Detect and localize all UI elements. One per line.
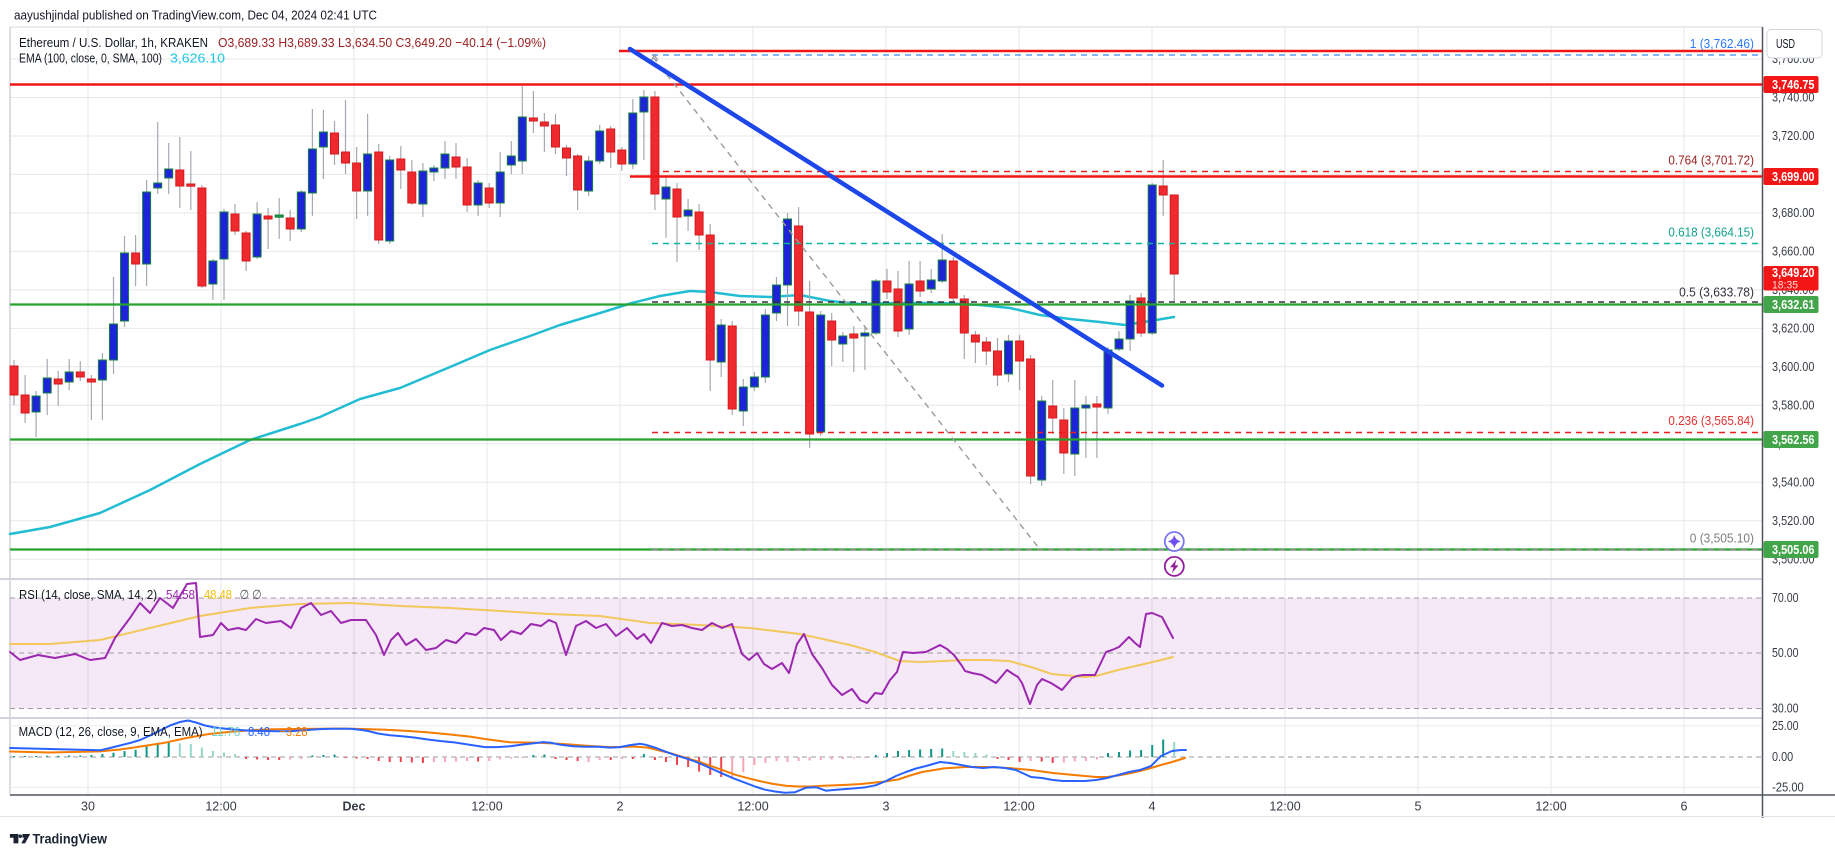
svg-text:3,540.00: 3,540.00	[1772, 476, 1814, 490]
svg-text:3,740.00: 3,740.00	[1772, 91, 1814, 105]
svg-text:0.236 (3,565.84): 0.236 (3,565.84)	[1668, 414, 1754, 428]
svg-text:0.618 (3,664.15): 0.618 (3,664.15)	[1668, 226, 1754, 240]
svg-text:aayushjindal published on Trad: aayushjindal published on TradingView.co…	[14, 8, 377, 23]
svg-text:∅ ∅: ∅ ∅	[240, 587, 262, 602]
svg-text:70.00: 70.00	[1772, 591, 1799, 605]
svg-text:3,505.06: 3,505.06	[1772, 543, 1815, 557]
svg-text:6: 6	[1681, 800, 1688, 814]
svg-text:3,720.00: 3,720.00	[1772, 129, 1814, 143]
svg-text:EMA (100, close, 0, SMA, 100): EMA (100, close, 0, SMA, 100)	[19, 51, 162, 66]
svg-text:Ethereum / U.S. Dollar, 1h, KR: Ethereum / U.S. Dollar, 1h, KRAKEN	[19, 35, 208, 50]
svg-text:3,649.20: 3,649.20	[1772, 266, 1815, 280]
svg-text:3,632.61: 3,632.61	[1772, 298, 1815, 312]
svg-text:1 (3,762.46): 1 (3,762.46)	[1690, 37, 1754, 51]
svg-text:4: 4	[1149, 800, 1156, 814]
svg-text:3,626.10: 3,626.10	[170, 51, 225, 66]
svg-text:0 (3,505.10): 0 (3,505.10)	[1690, 532, 1754, 546]
svg-text:12:00: 12:00	[471, 800, 502, 814]
svg-text:30.00: 30.00	[1772, 702, 1799, 716]
svg-text:5: 5	[1415, 800, 1422, 814]
svg-text:3,680.00: 3,680.00	[1772, 206, 1814, 220]
svg-text:54.58: 54.58	[166, 587, 195, 602]
svg-text:3,699.00: 3,699.00	[1772, 170, 1815, 184]
svg-text:48.48: 48.48	[204, 587, 232, 602]
svg-text:0.00: 0.00	[1772, 750, 1793, 764]
svg-text:RSI (14, close, SMA, 14, 2): RSI (14, close, SMA, 14, 2)	[19, 587, 157, 602]
svg-text:25.00: 25.00	[1772, 719, 1799, 733]
svg-text:Dec: Dec	[343, 800, 366, 814]
svg-text:8.48: 8.48	[248, 724, 270, 739]
svg-text:−3.28: −3.28	[280, 724, 308, 739]
svg-text:12:00: 12:00	[205, 800, 236, 814]
svg-text:3,600.00: 3,600.00	[1772, 360, 1814, 374]
svg-text:12:00: 12:00	[1535, 800, 1566, 814]
svg-text:50.00: 50.00	[1772, 646, 1799, 660]
svg-text:MACD (12, 26, close, 9, EMA, E: MACD (12, 26, close, 9, EMA, EMA)	[19, 724, 203, 739]
svg-text:0.764 (3,701.72): 0.764 (3,701.72)	[1668, 154, 1754, 168]
svg-text:TradingView: TradingView	[33, 832, 108, 847]
svg-text:18:35: 18:35	[1772, 280, 1798, 292]
svg-text:12:00: 12:00	[1269, 800, 1300, 814]
svg-text:2: 2	[617, 800, 624, 814]
svg-text:3,620.00: 3,620.00	[1772, 322, 1814, 336]
svg-text:12:00: 12:00	[1003, 800, 1034, 814]
svg-text:3,520.00: 3,520.00	[1772, 514, 1814, 528]
svg-text:3,660.00: 3,660.00	[1772, 245, 1814, 259]
svg-text:-25.00: -25.00	[1772, 781, 1804, 795]
svg-text:3: 3	[883, 800, 890, 814]
svg-text:30: 30	[81, 800, 95, 814]
svg-text:3,746.75: 3,746.75	[1772, 78, 1815, 92]
svg-text:O3,689.33 H3,689.33 L3,634.50: O3,689.33 H3,689.33 L3,634.50 C3,649.20 …	[218, 35, 546, 50]
svg-text:12:00: 12:00	[737, 800, 768, 814]
svg-text:USD: USD	[1776, 37, 1795, 51]
svg-text:3,562.56: 3,562.56	[1772, 433, 1815, 447]
svg-text:0.5 (3,633.78): 0.5 (3,633.78)	[1679, 286, 1754, 300]
svg-text:3,580.00: 3,580.00	[1772, 399, 1814, 413]
svg-text:11.76: 11.76	[211, 724, 240, 739]
